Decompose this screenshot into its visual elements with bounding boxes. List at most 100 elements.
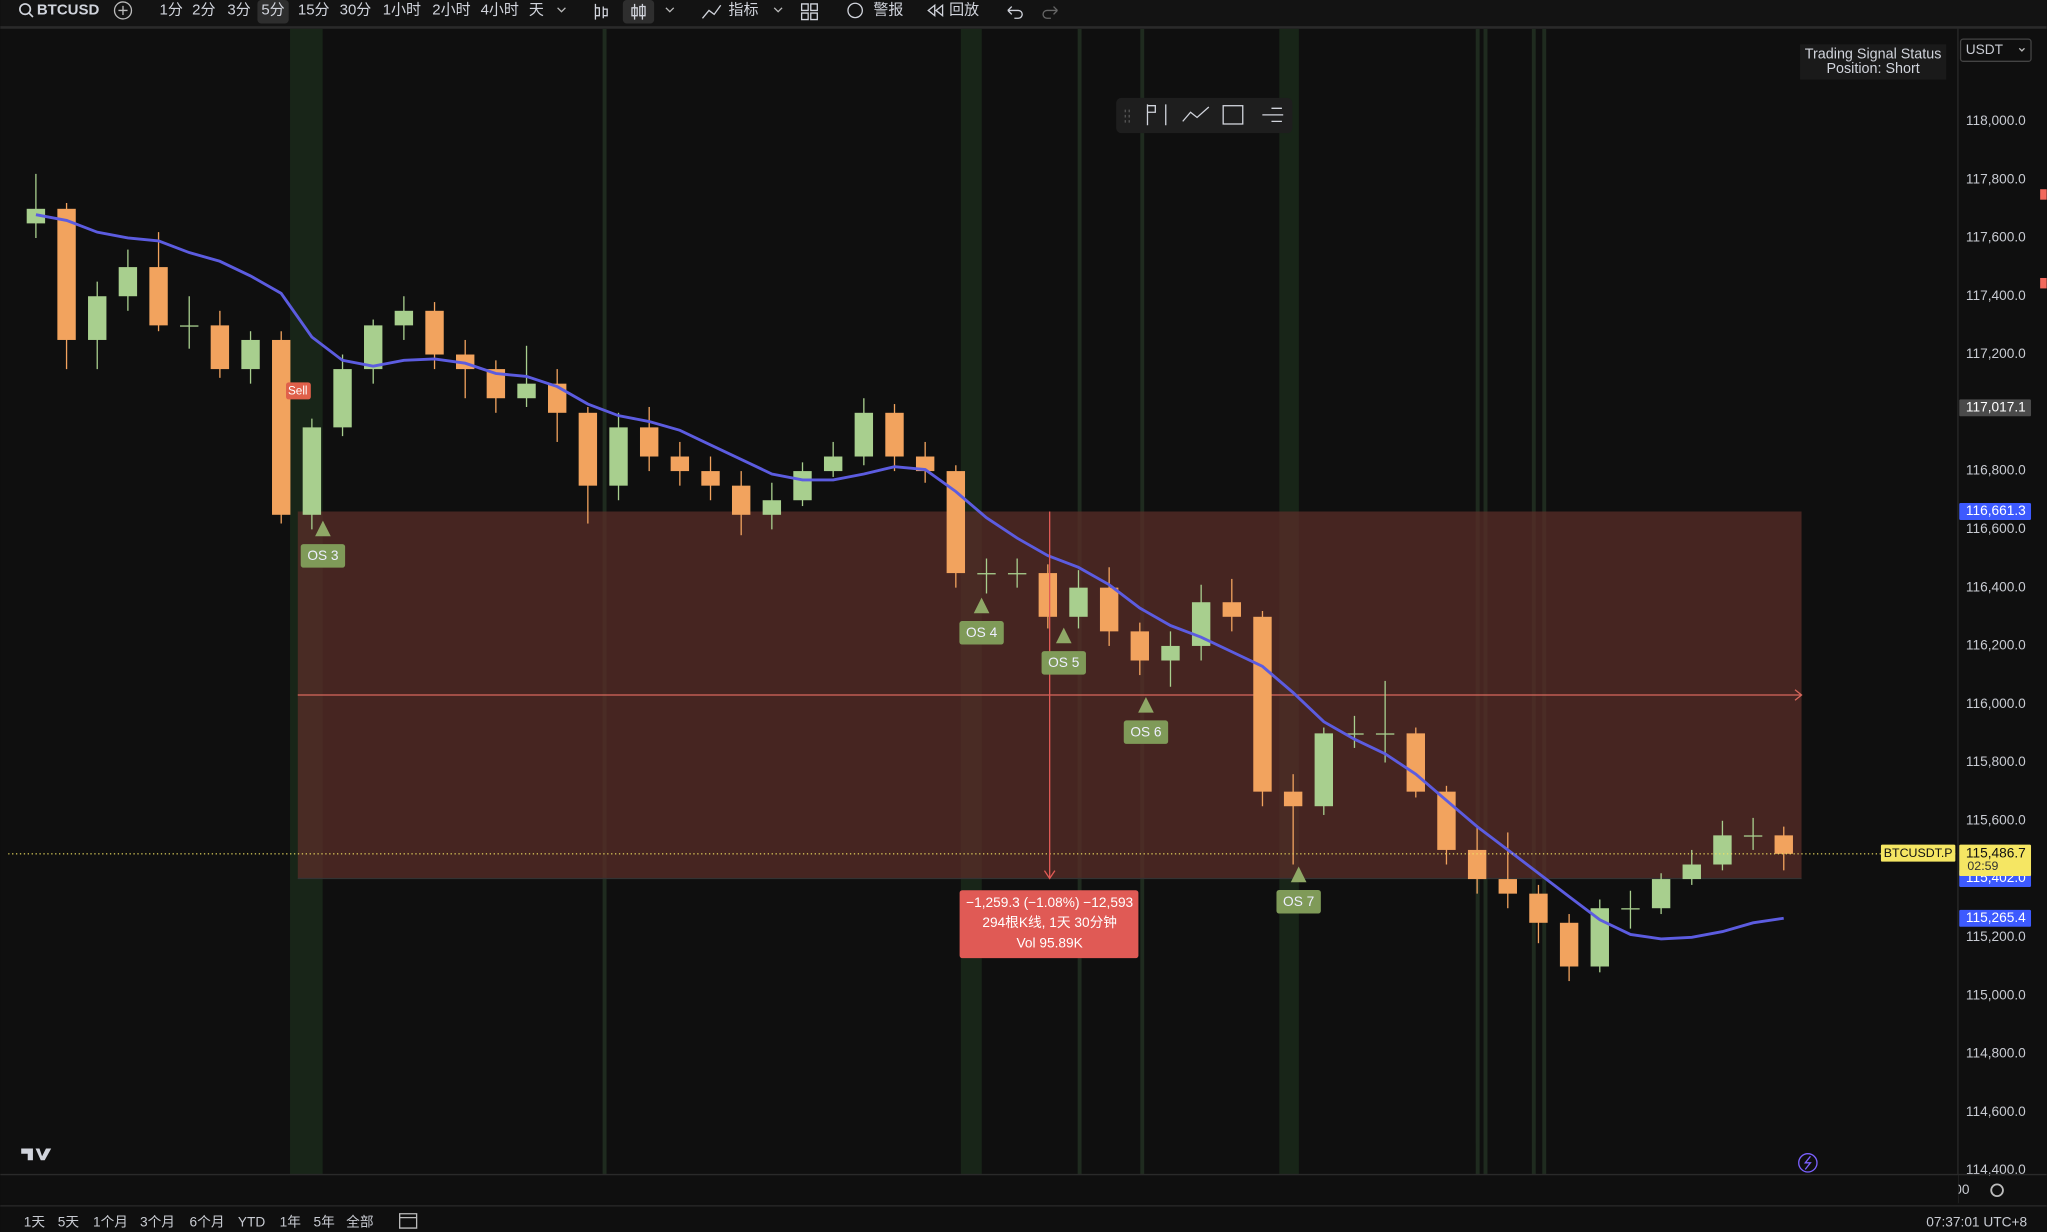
replay-icon [927,3,944,18]
candle-body [1069,587,1088,617]
candle-body [1406,733,1425,792]
interval-button[interactable]: 天 [529,1,544,18]
fib-tool[interactable] [1262,107,1284,123]
sell-marker [286,382,311,400]
symbol[interactable]: BTCUSD [37,1,100,18]
candle-body [1559,922,1579,967]
interval-button[interactable]: 1小时 [383,1,421,18]
candle-body [517,383,536,399]
signal-arrow [315,520,331,537]
candle-body [1161,645,1180,661]
signal-label: OS 4 [966,625,998,640]
candle-body [854,412,874,457]
y-tick-label: 116,800.0 [1966,463,2026,478]
bar-type-icon[interactable] [594,3,608,20]
y-tick-label: 114,400.0 [1966,1162,2026,1177]
alerts-button[interactable]: 警报 [873,1,903,18]
indicator-icon [701,4,722,19]
axis-marker [2040,277,2047,289]
interval-button[interactable]: 4小时 [481,1,519,18]
interval-button[interactable]: 5分 [261,1,284,18]
candle-body [364,325,383,370]
redo[interactable] [1042,6,1058,19]
range-button[interactable]: 1年 [280,1214,302,1229]
price-tag-label: 115,265.4 [1966,910,2026,925]
signal-status-box [1800,44,1947,80]
candle-body [1283,791,1303,807]
candle-body [547,383,567,413]
measure-text: 294根K线, 1天 30分钟 [982,914,1117,930]
candle-type-icon [631,3,646,20]
candle-body [1375,733,1395,735]
drag-handle[interactable] [1124,109,1130,123]
indicators-button[interactable]: 指标 [729,1,759,18]
y-tick-label: 117,800.0 [1966,171,2026,186]
sell-label: Sell [288,385,308,398]
trend-tool[interactable] [1182,106,1210,122]
range-button[interactable]: 全部 [346,1213,373,1229]
measure-arrow [1043,870,1056,880]
candle-body [670,456,690,472]
interval-button[interactable]: 2分 [192,1,215,18]
candle-body [425,310,444,355]
y-tick-label: 116,400.0 [1966,579,2026,594]
interval-button[interactable]: 30分 [340,1,372,18]
drawing-toolbar [1116,97,1293,134]
lightning-icon [1803,1155,1812,1170]
signal-arrow [973,597,990,614]
candle-body [1621,908,1640,910]
price-tag [1959,909,2032,927]
y-tick-label: 117,200.0 [1966,346,2026,361]
interval-button[interactable]: 15分 [298,1,330,18]
countdown: 02:59 [1967,859,1998,873]
range-button[interactable]: 1个月 [93,1214,128,1229]
date-range-icon[interactable] [399,1213,418,1229]
signal-label-bg [1276,890,1321,914]
y-tick-label: 116,000.0 [1966,696,2026,711]
interval-button[interactable]: 2小时 [432,1,470,18]
footer: 1天 5天 1个月 3个月 6个月 YTD 1年 5年 全部 [24,1213,374,1229]
currency-select[interactable] [1959,38,2032,62]
moving-average [35,213,1784,941]
signal-status-title: Trading Signal Status [1805,47,1942,63]
interval-button[interactable]: 1分 [160,1,183,18]
flag-tool[interactable] [1146,104,1167,126]
last-price-label: 115,486.7 [1966,845,2026,860]
candle-body [977,573,996,575]
settings-icon[interactable] [1990,1183,2004,1198]
candle-body [762,500,782,515]
logo[interactable] [21,1148,52,1161]
candle-body [1743,835,1763,837]
candle-body [1038,573,1058,617]
search-icon[interactable] [19,3,32,16]
range-button[interactable]: 1天 [24,1214,46,1229]
add-symbol-plus [118,5,128,16]
undo[interactable] [1007,6,1023,19]
chart-type-active[interactable] [622,0,655,24]
currency[interactable]: USDT [1966,42,2004,57]
range-button[interactable]: 3个月 [140,1214,175,1229]
range-button[interactable]: 5天 [58,1214,80,1229]
range-button[interactable]: 6个月 [190,1214,225,1229]
rect-tool[interactable] [1222,105,1244,125]
candle-body [1774,835,1793,854]
candle-body [1529,893,1548,923]
candle-body [701,471,720,486]
range-button[interactable]: YTD [238,1214,265,1229]
candle-body [88,296,107,340]
lightning-button[interactable] [1798,1153,1818,1173]
candle-body [486,369,506,399]
range-button[interactable]: 5年 [314,1214,336,1229]
signal-arrow [1138,696,1154,713]
candle-body [885,412,904,457]
replay-button[interactable]: 回放 [949,1,979,18]
y-tick-label: 114,800.0 [1966,1046,2026,1061]
candle-body [1467,849,1487,880]
candle-body [302,427,322,515]
measure-box [959,890,1139,959]
layout-icon[interactable] [800,3,818,21]
add-symbol[interactable] [113,1,133,20]
interval-button[interactable]: 3分 [227,1,250,18]
signal-label: OS 5 [1048,655,1080,670]
candle-body [149,267,168,326]
